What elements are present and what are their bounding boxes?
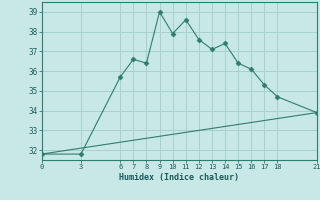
X-axis label: Humidex (Indice chaleur): Humidex (Indice chaleur) — [119, 173, 239, 182]
